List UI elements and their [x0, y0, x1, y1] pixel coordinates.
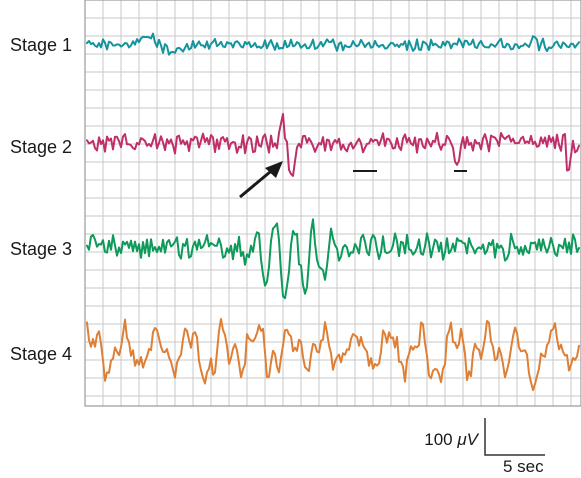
- time-scale-label: 5 sec: [503, 457, 544, 476]
- stage-4-label: Stage 4: [10, 344, 72, 364]
- scale-bar-lines: [485, 418, 545, 455]
- chart-frame: [85, 0, 581, 406]
- stage-1-label: Stage 1: [10, 35, 72, 55]
- stage-2-label: Stage 2: [10, 137, 72, 157]
- stage-4-eeg-trace: [87, 319, 579, 390]
- stage-3-eeg-trace: [87, 219, 579, 298]
- stage-3-label: Stage 3: [10, 239, 72, 259]
- stage-2-eeg-trace: [87, 114, 579, 176]
- stage-1-eeg-trace: [87, 34, 579, 55]
- spindle-arrow-icon: [240, 161, 283, 197]
- scale-bar: 100 μV 5 sec: [424, 418, 545, 476]
- amplitude-unit: μV: [456, 430, 479, 449]
- amplitude-value: 100: [424, 430, 452, 449]
- amplitude-scale-label: 100 μV: [424, 430, 479, 449]
- chart-grid: [85, 0, 581, 406]
